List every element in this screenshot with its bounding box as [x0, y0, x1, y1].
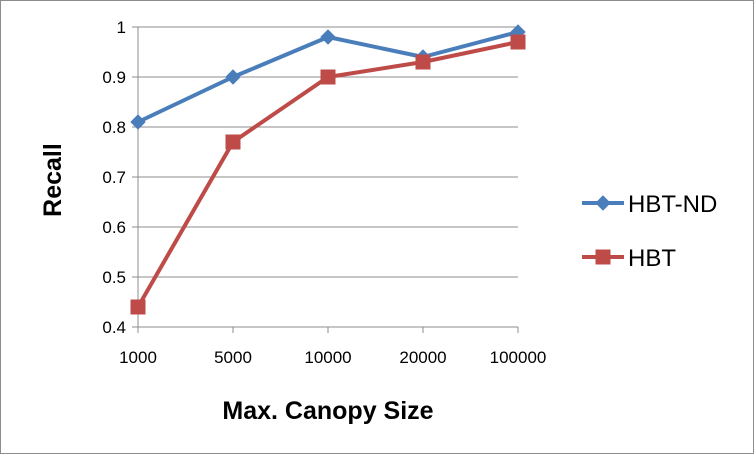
legend-label-hbt-nd: HBT-ND: [628, 191, 717, 218]
y-tick-label: 0.4: [102, 318, 126, 337]
data-point-hbt: [510, 34, 526, 50]
y-tick-label: 0.8: [102, 118, 126, 137]
x-tick-label: 20000: [399, 348, 446, 367]
y-tick-label: 1: [117, 18, 126, 37]
data-point-hbt: [415, 54, 431, 70]
legend-label-hbt: HBT: [628, 245, 676, 272]
data-point-hbt: [130, 299, 146, 315]
y-tick-label: 0.5: [102, 268, 126, 287]
data-point-hbt: [320, 69, 336, 85]
x-tick-label: 5000: [214, 348, 252, 367]
y-tick-label: 0.6: [102, 218, 126, 237]
y-tick-label: 0.9: [102, 68, 126, 87]
y-axis-title: Recall: [39, 143, 67, 217]
legend-marker-hbt: [595, 249, 611, 265]
x-tick-label: 1000: [119, 348, 157, 367]
x-tick-label: 100000: [490, 348, 547, 367]
y-tick-label: 0.7: [102, 168, 126, 187]
data-point-hbt-nd: [320, 29, 336, 45]
data-point-hbt: [225, 134, 241, 150]
data-point-hbt-nd: [225, 69, 241, 85]
x-tick-label: 10000: [304, 348, 351, 367]
legend-marker-hbt-nd: [595, 195, 611, 211]
x-axis-title: Max. Canopy Size: [222, 397, 433, 425]
data-point-hbt-nd: [130, 114, 146, 130]
